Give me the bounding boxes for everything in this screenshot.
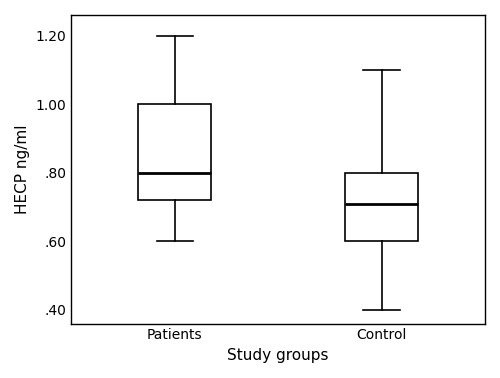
PathPatch shape	[346, 173, 418, 241]
X-axis label: Study groups: Study groups	[228, 348, 329, 363]
Y-axis label: HECP ng/ml: HECP ng/ml	[15, 124, 30, 214]
PathPatch shape	[138, 104, 211, 200]
